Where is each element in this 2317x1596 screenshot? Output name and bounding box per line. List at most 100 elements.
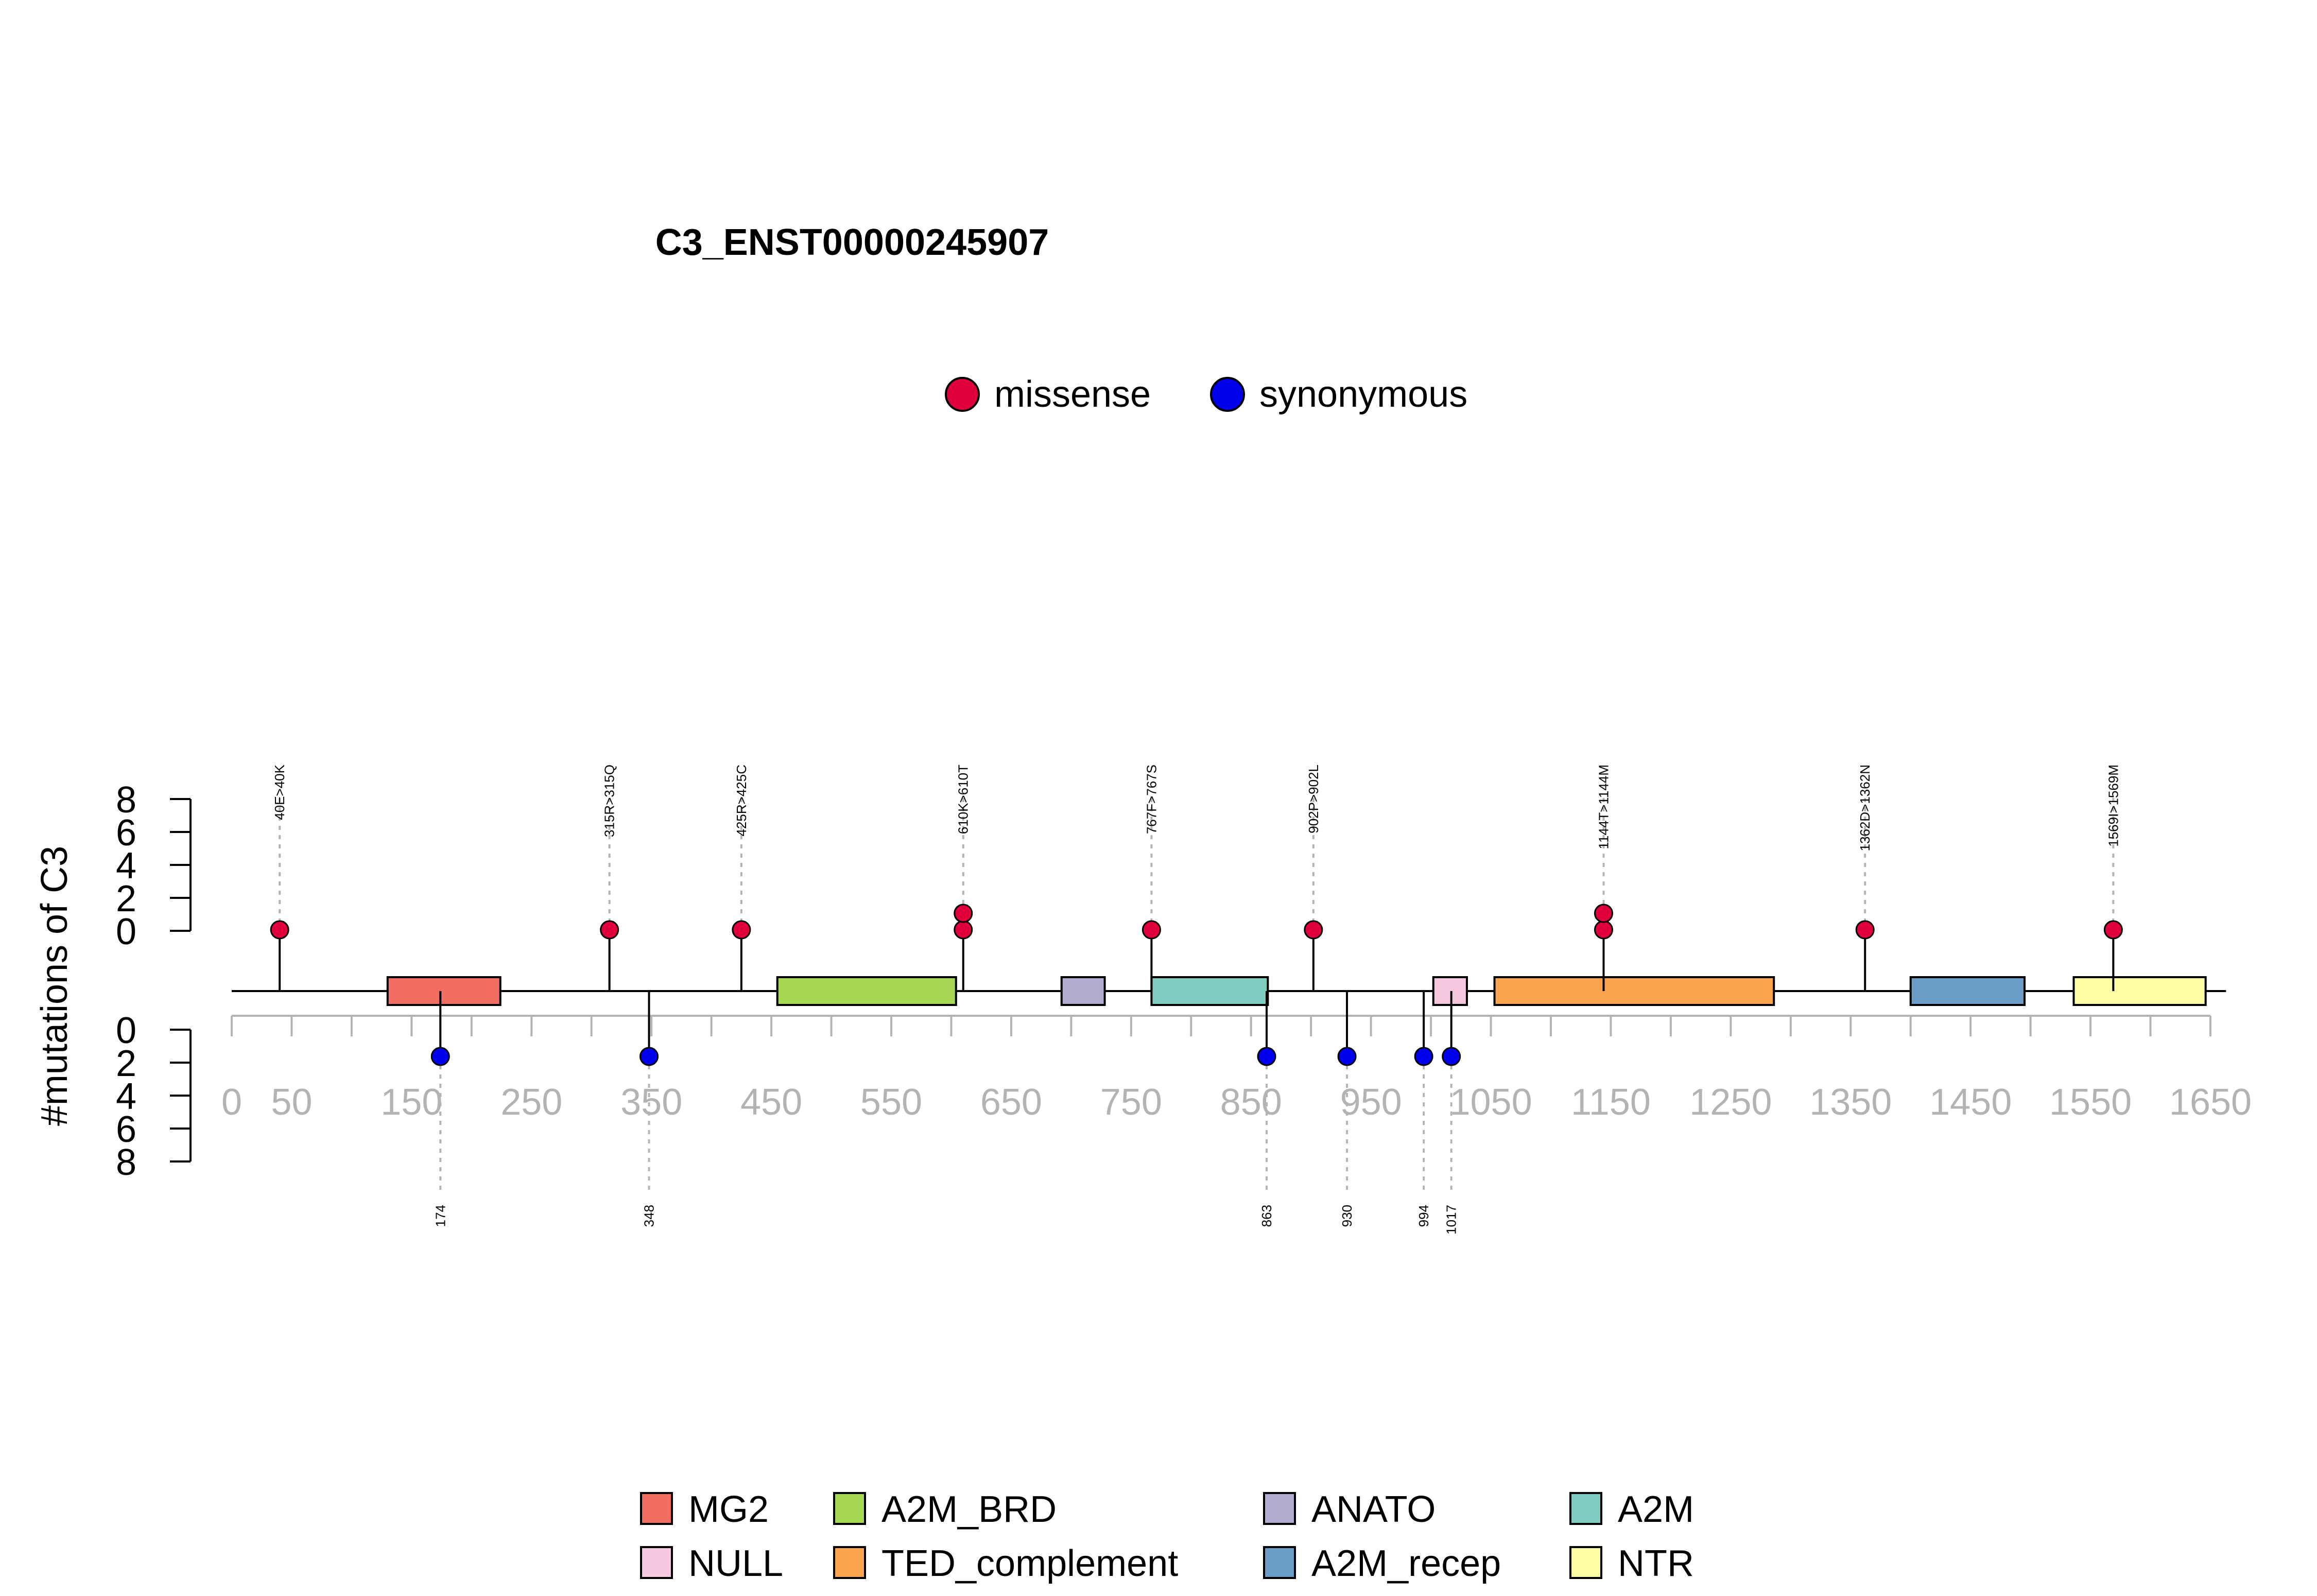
- mutation-label: 425R>425C: [734, 765, 749, 837]
- mutation-marker: [1414, 1047, 1433, 1066]
- x-tick-label: 1050: [1449, 1082, 1532, 1123]
- legend-marker-missense: [945, 377, 980, 412]
- x-tick-label: 1350: [1809, 1082, 1892, 1123]
- mutation-label: 1144T>1144M: [1596, 765, 1611, 849]
- bottom-y-tick-label: 6: [116, 1109, 136, 1150]
- domain-legend-swatch-A2M_recep: [1263, 1546, 1296, 1579]
- bottom-y-tick-label: 0: [116, 1010, 136, 1051]
- x-tick-label: 1250: [1689, 1082, 1772, 1123]
- x-tick-label: 50: [271, 1082, 312, 1123]
- legend-label-synonymous: synonymous: [1259, 374, 1467, 415]
- x-tick-label: 1650: [2169, 1082, 2252, 1123]
- domain-A2M: [1150, 976, 1269, 1006]
- x-tick-label: 850: [1220, 1082, 1282, 1123]
- mutation-marker: [270, 920, 289, 940]
- domain-A2M_BRD: [776, 976, 957, 1006]
- domain-legend-swatch-TED_complement: [833, 1546, 866, 1579]
- x-tick-label: 250: [500, 1082, 562, 1123]
- x-tick-label: 950: [1340, 1082, 1402, 1123]
- mutation-marker: [954, 920, 973, 940]
- mutation-label: 1017: [1444, 1205, 1459, 1235]
- x-tick-label: 650: [980, 1082, 1042, 1123]
- bottom-y-tick-label: 4: [116, 1076, 136, 1117]
- mutation-label: 1569I>1569M: [2105, 765, 2121, 847]
- domain-legend: MG2 A2M_BRD ANATO A2M NULL TED_complement A2M_…: [640, 1489, 1694, 1584]
- bottom-y-tick-label: 8: [116, 1142, 136, 1183]
- domain-legend-swatch-NULL: [640, 1546, 673, 1579]
- x-tick-label: 750: [1100, 1082, 1162, 1123]
- mutation-label: 1362D>1362N: [1857, 765, 1873, 851]
- domain-legend-label-ANATO: ANATO: [1311, 1489, 1436, 1530]
- top-mutations: 40E>40K 315R>315Q 425R>425C 610K>610T 767F>7…: [270, 764, 2123, 991]
- x-tick-label: 1450: [1929, 1082, 2012, 1123]
- mutation-marker: [1594, 920, 1613, 940]
- mutation-label: 930: [1339, 1205, 1355, 1227]
- top-y-tick-label: 6: [116, 812, 136, 854]
- mutation-label: 994: [1416, 1205, 1431, 1227]
- domain-A2M_recep: [1909, 976, 2026, 1006]
- domain-legend-label-A2M_BRD: A2M_BRD: [881, 1489, 1057, 1530]
- mutation-label: 174: [433, 1205, 448, 1227]
- domain-legend-swatch-A2M_BRD: [833, 1492, 866, 1525]
- domain-legend-swatch-MG2: [640, 1492, 673, 1525]
- top-y-tick-label: 8: [116, 779, 136, 821]
- mutation-marker: [1257, 1047, 1276, 1066]
- domain-legend-swatch-ANATO: [1263, 1492, 1296, 1525]
- mutation-label: 315R>315Q: [602, 765, 617, 837]
- bottom-mutations: 174 348 863 930 994 1017: [430, 991, 1461, 1235]
- mutation-marker: [2103, 920, 2123, 940]
- mutation-marker: [1594, 904, 1613, 923]
- domain-ANATO: [1060, 976, 1106, 1006]
- y-axis-label: #mutations of C3: [34, 846, 75, 1126]
- x-axis: 0 50 150 250 350 450 550 650 750 850 950 1050 1150 12…: [221, 1015, 2252, 1123]
- legend-marker-synonymous: [1210, 377, 1245, 412]
- mutation-marker: [954, 904, 973, 923]
- domain-legend-swatch-A2M: [1569, 1492, 1602, 1525]
- chart-title: C3_ENST00000245907: [655, 222, 1049, 263]
- mutation-marker: [1442, 1047, 1461, 1066]
- x-tick-label: 1150: [1571, 1082, 1651, 1123]
- mutation-type-legend: missense synonymous: [945, 374, 1467, 415]
- domain-MG2: [386, 976, 502, 1006]
- x-tick-label: 350: [620, 1082, 682, 1123]
- x-tick-label: 550: [860, 1082, 922, 1123]
- mutation-marker: [1855, 920, 1875, 940]
- x-tick-label: 1550: [2049, 1082, 2132, 1123]
- x-tick-label: 150: [381, 1082, 442, 1123]
- mutation-label: 767F>767S: [1144, 765, 1159, 834]
- mutation-label: 348: [642, 1205, 657, 1227]
- domain-legend-label-MG2: MG2: [688, 1489, 769, 1530]
- top-y-tick-label: 4: [116, 845, 136, 887]
- mutation-label: 863: [1259, 1205, 1274, 1227]
- domain-legend-swatch-NTR: [1569, 1546, 1602, 1579]
- domain-legend-label-NTR: NTR: [1618, 1543, 1694, 1584]
- mutation-marker: [1304, 920, 1323, 940]
- domain-TED_complement: [1493, 976, 1775, 1006]
- domains: [386, 976, 2207, 1006]
- top-y-tick-label: 2: [116, 878, 136, 920]
- top-y-tick-label: 0: [116, 911, 136, 952]
- mutation-marker: [430, 1047, 450, 1066]
- domain-legend-label-A2M: A2M: [1618, 1489, 1694, 1530]
- bottom-y-tick-label: 2: [116, 1043, 136, 1084]
- mutation-label: 902P>902L: [1306, 765, 1321, 834]
- domain-NTR: [2072, 976, 2207, 1006]
- mutation-marker: [600, 920, 619, 940]
- legend-label-missense: missense: [994, 374, 1151, 415]
- mutation-label: 610K>610T: [956, 765, 971, 834]
- mutation-marker: [1142, 920, 1161, 940]
- mutation-marker: [732, 920, 751, 940]
- mutation-marker: [639, 1047, 659, 1066]
- domain-legend-label-TED_complement: TED_complement: [881, 1543, 1178, 1584]
- domain-legend-label-A2M_recep: A2M_recep: [1311, 1543, 1501, 1584]
- mutation-marker: [1337, 1047, 1357, 1066]
- x-tick-label: 450: [740, 1082, 802, 1123]
- x-tick-label: 0: [221, 1082, 242, 1123]
- mutation-label: 40E>40K: [272, 764, 287, 820]
- domain-legend-label-NULL: NULL: [688, 1543, 783, 1584]
- domain-NULL: [1432, 976, 1468, 1006]
